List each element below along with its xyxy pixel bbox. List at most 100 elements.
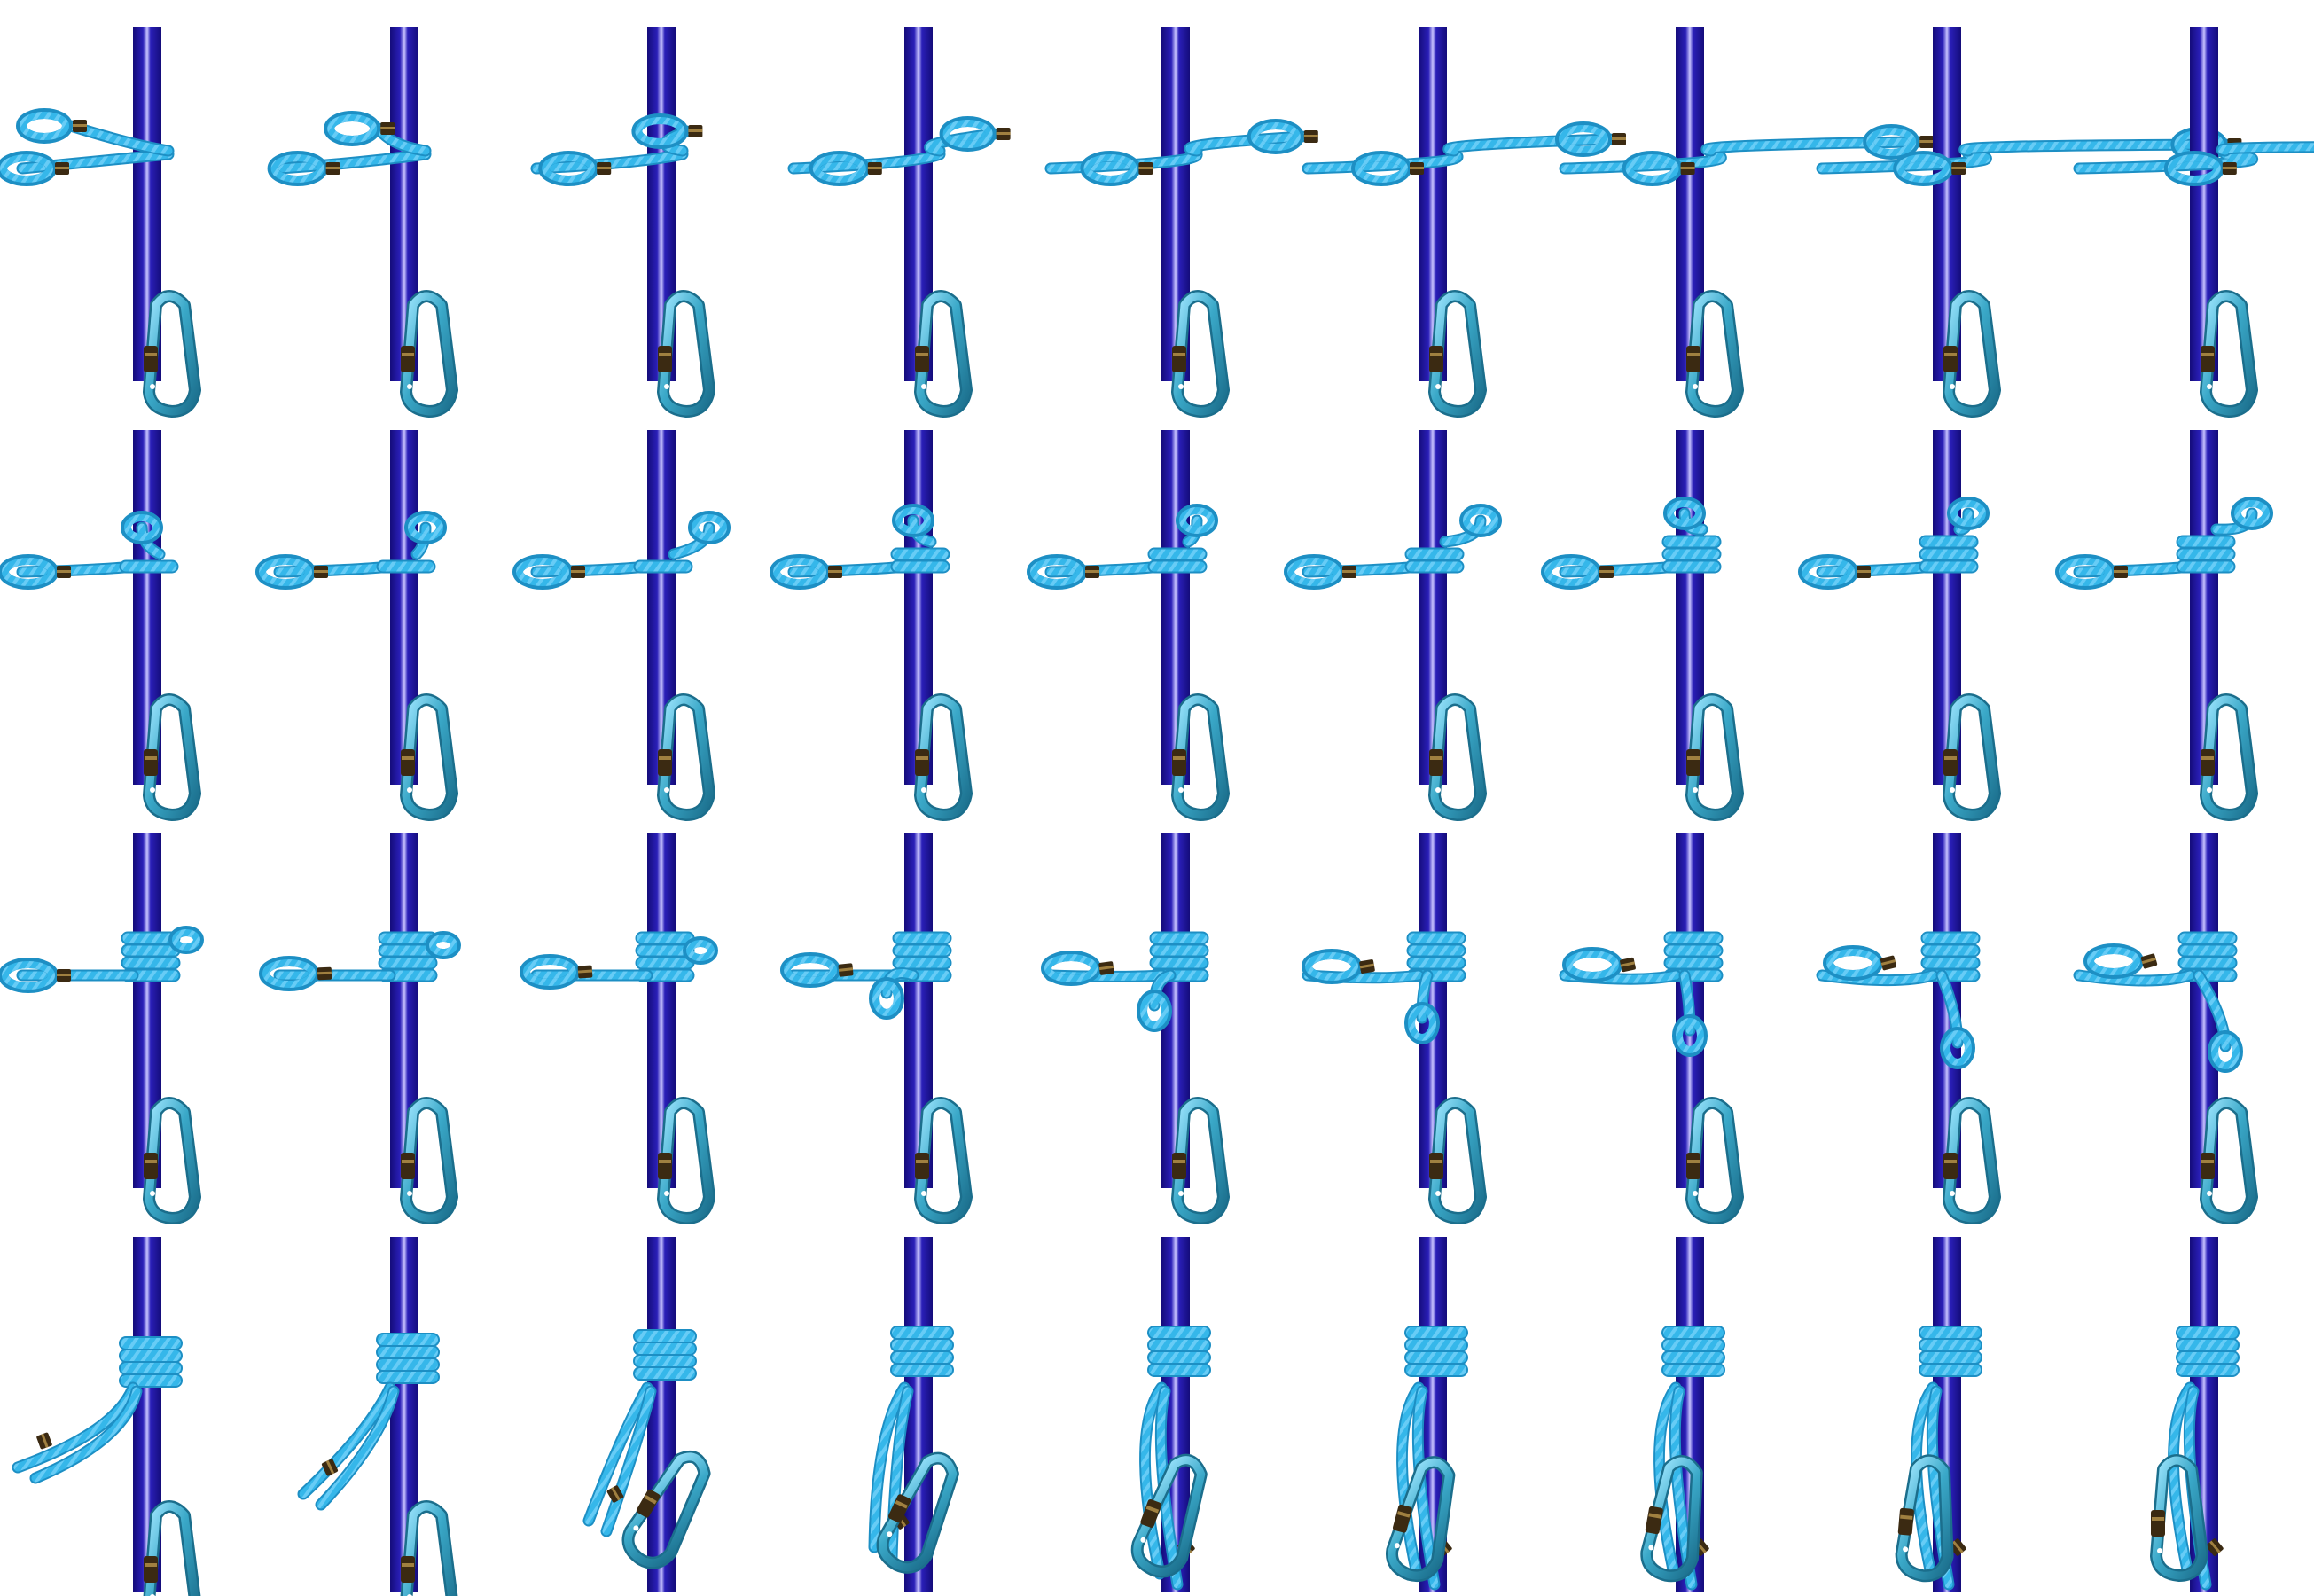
eye-loop (1355, 154, 1408, 183)
carabiner (143, 1097, 201, 1224)
carabiner-gate-lock (401, 346, 415, 372)
frame-6 (1302, 27, 1626, 418)
eye-loop (0, 154, 53, 183)
tail (13, 1383, 137, 1472)
frame-12 (512, 430, 731, 821)
eye-loop (895, 507, 931, 534)
rope (18, 150, 173, 173)
carabiner-gate-lock (1943, 1153, 1958, 1179)
eye-loop (2059, 558, 2112, 586)
frame-21 (520, 833, 718, 1224)
carabiner-gate-lock (658, 749, 672, 776)
carabiner-gate-lock (915, 1153, 929, 1179)
eye-loop (2234, 500, 2270, 527)
frame-27 (2073, 833, 2258, 1224)
carabiner-gate-lock (144, 1556, 158, 1583)
tail (602, 1387, 655, 1536)
tail (1655, 1383, 1680, 1578)
frame-4 (787, 27, 1011, 418)
carabiner-gate-lock (1140, 1498, 1161, 1528)
frame-22 (780, 833, 973, 1224)
eye-loop (1896, 154, 1950, 183)
tail (299, 1383, 395, 1498)
carabiner-gate-lock (636, 1489, 661, 1518)
tail (1912, 1383, 1937, 1578)
eye-loop (692, 514, 727, 541)
carabiner-gate-lock (1897, 1507, 1914, 1536)
carabiner (657, 1097, 715, 1224)
eye-loop (784, 956, 837, 984)
carabiner-gate-lock (1392, 1504, 1412, 1533)
eye-loop (1625, 154, 1679, 183)
eye-loop (2, 558, 55, 586)
rope (1303, 150, 1462, 173)
rope (1702, 137, 1922, 155)
tail (1156, 1387, 1182, 1589)
carabiner (914, 1097, 973, 1224)
eye-loop (1179, 507, 1215, 534)
frame-30 (582, 1237, 711, 1592)
carabiner (1428, 693, 1487, 821)
frame-32 (1130, 1237, 1211, 1592)
carabiner (2150, 1454, 2208, 1582)
frame-33 (1386, 1237, 1468, 1592)
frame-29 (297, 1237, 458, 1596)
carabiner-gate-lock (2201, 749, 2215, 776)
carabiner (1943, 290, 2001, 418)
carabiner-gate-lock (888, 1494, 911, 1523)
rope (1560, 150, 1725, 173)
eye-loop (1559, 125, 1608, 153)
carabiner-gate-lock (2201, 1153, 2215, 1179)
carabiner (1428, 290, 1487, 418)
carabiner (1386, 1456, 1456, 1583)
tail (584, 1383, 652, 1525)
frame-10 (0, 430, 201, 821)
carabiner-gate-lock (1172, 749, 1186, 776)
eye-loop (20, 112, 69, 140)
carabiner-gate-lock (1943, 749, 1958, 776)
eye-loop (686, 940, 715, 961)
frame-31 (868, 1237, 959, 1592)
eye-loop (262, 959, 316, 988)
rope (1818, 150, 1990, 173)
carabiner-gate-lock (915, 346, 929, 372)
carabiner-gate-lock (2201, 346, 2215, 372)
frame-9 (2073, 27, 2314, 418)
carabiner-gate-lock (144, 749, 158, 776)
carabiner-gate-lock (401, 1556, 415, 1583)
eye-loop (1287, 558, 1341, 586)
carabiner (2200, 693, 2258, 821)
frame-7 (1559, 27, 1935, 418)
eye-loop (124, 514, 160, 541)
eye-loop (1950, 500, 1986, 527)
frame-3 (530, 27, 715, 418)
rope (789, 150, 944, 173)
eye-loop (516, 558, 569, 586)
eye-loop (1667, 500, 1702, 527)
frame-13 (770, 430, 973, 821)
rope (532, 150, 687, 173)
carabiner-gate-lock (915, 749, 929, 776)
eye-loop (2, 961, 55, 990)
carabiner-gate-lock (1686, 346, 1700, 372)
tail (882, 969, 918, 998)
carabiner (400, 693, 458, 821)
carabiner (1943, 693, 2001, 821)
eye-loop (1802, 558, 1855, 586)
frame-28 (12, 1237, 201, 1596)
carabiner (621, 1450, 711, 1569)
eye-loop (2087, 947, 2140, 975)
carabiner-gate-lock (1686, 749, 1700, 776)
carabiner (1428, 1097, 1487, 1224)
carabiner-gate-lock (1429, 346, 1443, 372)
rope (2075, 150, 2257, 173)
carabiner (657, 693, 715, 821)
rope (669, 523, 714, 559)
carabiner (1685, 290, 1744, 418)
tail (1141, 1383, 1166, 1578)
carabiner (2200, 1097, 2258, 1224)
rope (2217, 143, 2314, 155)
carabiner (1685, 1097, 1744, 1224)
eye-loop (1544, 558, 1598, 586)
